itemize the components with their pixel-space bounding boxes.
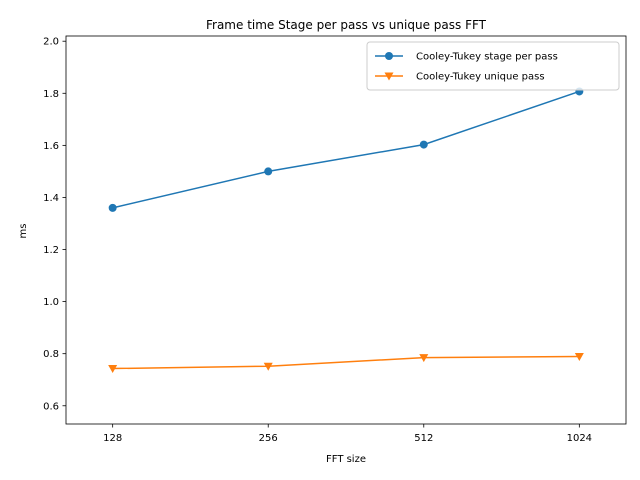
y-axis-label: ms	[18, 224, 29, 239]
y-tick-label: 1.4	[43, 193, 59, 204]
data-point	[263, 362, 273, 371]
legend-marker	[385, 52, 393, 60]
data-point	[264, 167, 273, 176]
y-tick-label: 1.2	[43, 245, 59, 256]
chart-title: Frame time Stage per pass vs unique pass…	[206, 18, 487, 32]
legend: Cooley-Tukey stage per pass Cooley-Tukey …	[366, 41, 620, 91]
data-point	[574, 353, 584, 362]
data-point	[419, 354, 429, 363]
x-tick-label: 1024	[567, 433, 592, 444]
x-tick-label: 256	[259, 433, 278, 444]
y-tick-label: 1.8	[43, 89, 59, 100]
y-tick-label: 1.6	[43, 141, 59, 152]
data-point	[108, 365, 118, 374]
legend-marker	[384, 72, 394, 81]
y-tick-label: 0.8	[43, 349, 59, 360]
data-point	[108, 203, 117, 212]
legend-label: Cooley-Tukey stage per pass	[416, 52, 558, 63]
y-tick-label: 1.0	[43, 297, 59, 308]
legend-frame	[366, 41, 620, 91]
series-line	[112, 90, 580, 209]
x-axis-label: FFT size	[326, 454, 366, 465]
series-line	[112, 355, 580, 370]
y-tick-label: 0.6	[43, 401, 59, 412]
plot-frame	[65, 35, 627, 425]
x-tick-label: 512	[414, 433, 433, 444]
data-point	[419, 140, 428, 149]
y-tick-label: 2.0	[43, 37, 59, 48]
legend-label: Cooley-Tukey unique pass	[416, 72, 545, 83]
x-tick-label: 128	[103, 433, 122, 444]
